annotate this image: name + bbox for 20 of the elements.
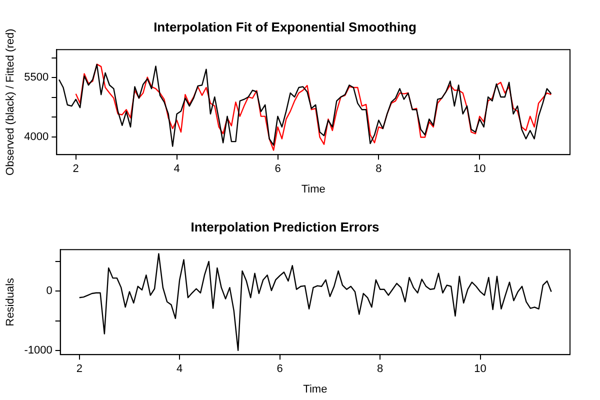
- x-tick-label: 2: [72, 163, 79, 176]
- x-tick-label: 10: [474, 363, 486, 376]
- x-tick-label: 8: [377, 363, 384, 376]
- y-tick-label: 4000: [24, 130, 49, 143]
- x-tick-label: 8: [376, 163, 382, 176]
- y-tick-label: 0: [46, 285, 52, 298]
- y-axis-title: Residuals: [4, 277, 17, 326]
- y-axis-title: Observed (black) / Fitted (red): [4, 28, 17, 176]
- x-tick-label: 10: [474, 163, 486, 176]
- y-tick-label: 5500: [24, 72, 49, 84]
- x-tick-label: 6: [274, 163, 281, 176]
- x-tick-label: 6: [276, 363, 283, 376]
- y-tick-label: -1000: [24, 344, 52, 356]
- x-tick-label: 4: [174, 163, 180, 176]
- chart-title: Interpolation Prediction Errors: [190, 219, 380, 234]
- chart-title: Interpolation Fit of Exponential Smoothing: [154, 19, 416, 34]
- x-axis-title: Time: [303, 383, 328, 396]
- x-axis-title: Time: [301, 183, 326, 196]
- x-tick-label: 4: [176, 363, 183, 376]
- x-tick-label: 2: [76, 363, 82, 376]
